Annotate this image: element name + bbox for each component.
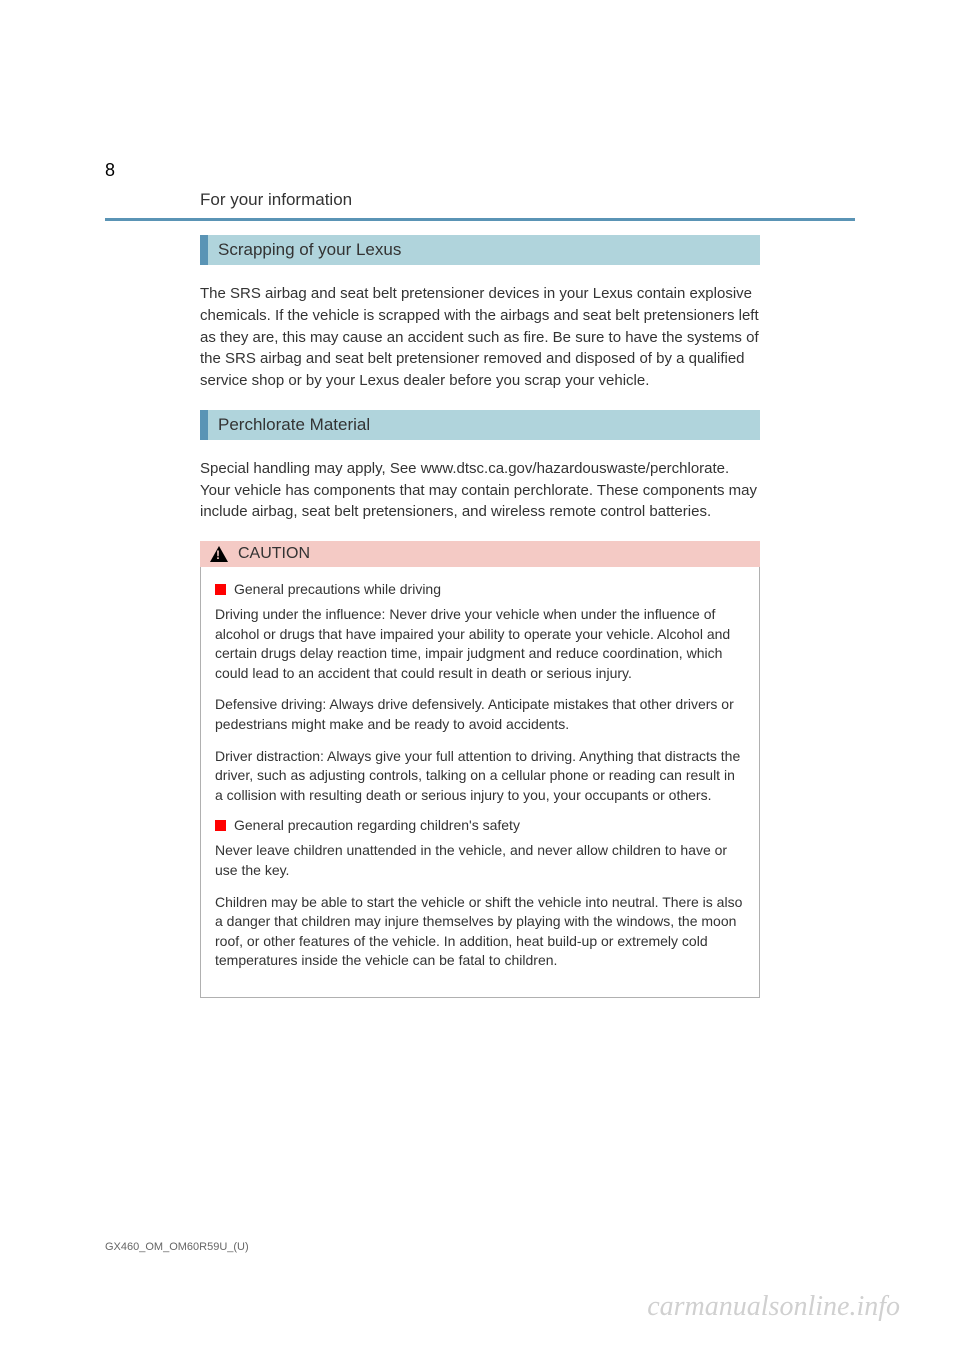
red-square-marker (215, 584, 226, 595)
caution-title-text: General precaution regarding children's … (234, 817, 520, 833)
heading-accent-bar (200, 235, 208, 265)
caution-body: General precautions while driving Drivin… (200, 567, 760, 998)
caution-label: CAUTION (238, 545, 310, 563)
body-text-scrapping: The SRS airbag and seat belt pretensione… (200, 283, 760, 392)
heading-text: Perchlorate Material (208, 410, 760, 440)
caution-triangle-icon (210, 546, 228, 562)
header-divider (105, 218, 855, 221)
body-text-perchlorate: Special handling may apply, See www.dtsc… (200, 458, 760, 523)
caution-paragraph: Driver distraction: Always give your ful… (215, 747, 745, 806)
section-heading-scrapping: Scrapping of your Lexus (200, 235, 760, 265)
caution-item-title: General precaution regarding children's … (215, 817, 745, 833)
heading-accent-bar (200, 410, 208, 440)
caution-paragraph: Defensive driving: Always drive defensiv… (215, 695, 745, 734)
caution-paragraph: Never leave children unattended in the v… (215, 841, 745, 880)
caution-paragraph: Children may be able to start the vehicl… (215, 893, 745, 971)
section-heading-perchlorate: Perchlorate Material (200, 410, 760, 440)
red-square-marker (215, 820, 226, 831)
caution-paragraph: Driving under the influence: Never drive… (215, 605, 745, 683)
watermark: carmanualsonline.info (647, 1291, 900, 1323)
page-number: 8 (105, 160, 115, 181)
caution-header: CAUTION (200, 541, 760, 567)
page-section-header: For your information (200, 190, 352, 210)
page-container: 8 For your information Scrapping of your… (0, 0, 960, 210)
content-area: Scrapping of your Lexus The SRS airbag a… (200, 235, 760, 998)
document-code: GX460_OM_OM60R59U_(U) (105, 1241, 249, 1253)
caution-title-text: General precautions while driving (234, 581, 441, 597)
caution-item-title: General precautions while driving (215, 581, 745, 597)
heading-text: Scrapping of your Lexus (208, 235, 760, 265)
